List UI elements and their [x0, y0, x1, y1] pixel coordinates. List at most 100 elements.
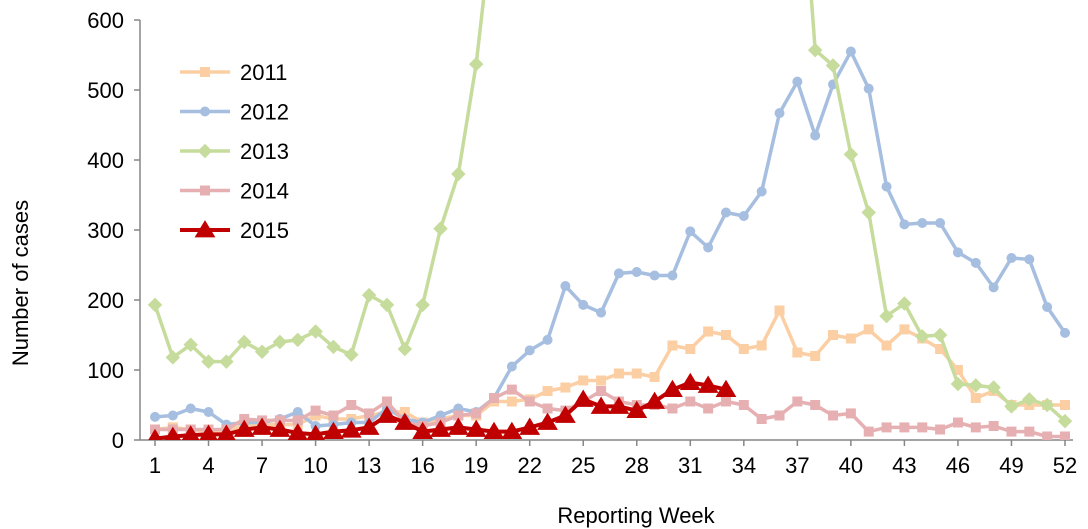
- data-point-2014: [828, 410, 839, 421]
- data-point-2013: [986, 380, 1001, 395]
- data-point-2014: [738, 400, 749, 410]
- data-point-2013: [915, 329, 930, 344]
- data-point-2014: [988, 421, 999, 431]
- data-point-2014: [346, 400, 357, 410]
- data-point-2012: [738, 211, 749, 221]
- data-point-2015: [537, 412, 558, 430]
- data-point-2015: [358, 417, 380, 435]
- data-point-2013: [236, 334, 252, 350]
- x-tick-label: 25: [571, 453, 595, 478]
- y-tick-label: 100: [87, 358, 124, 383]
- data-point-2015: [465, 419, 487, 437]
- data-point-2015: [287, 423, 308, 440]
- data-point-2012: [506, 361, 517, 372]
- data-point-2011: [1060, 400, 1070, 410]
- data-point-2015: [644, 391, 666, 409]
- data-point-2011: [542, 386, 553, 396]
- data-point-2015: [199, 424, 218, 440]
- data-point-2012: [1042, 302, 1053, 312]
- data-point-2012: [1060, 327, 1070, 338]
- data-point-2012: [167, 410, 178, 421]
- data-point-2014: [596, 386, 607, 396]
- data-point-2011: [649, 372, 660, 382]
- data-point-2012: [292, 407, 303, 417]
- x-tick-label: 49: [999, 453, 1023, 478]
- data-point-2015: [501, 421, 523, 440]
- data-point-2011: [667, 340, 678, 351]
- data-point-2014: [381, 396, 392, 407]
- data-point-2014: [1042, 431, 1053, 440]
- data-point-2012: [970, 257, 981, 268]
- data-point-2013: [1004, 399, 1019, 414]
- data-point-2011: [774, 305, 785, 316]
- data-point-2012: [792, 76, 803, 87]
- data-point-2013: [468, 56, 484, 72]
- data-point-2013: [879, 308, 894, 324]
- data-point-2011: [631, 368, 642, 379]
- data-point-2011: [506, 396, 517, 407]
- series-group: [147, 0, 1073, 440]
- y-tick-label: 300: [87, 218, 124, 243]
- x-tick-label: 22: [517, 453, 541, 478]
- data-point-2011: [935, 344, 946, 354]
- data-point-2012: [185, 403, 196, 414]
- data-point-2011: [685, 344, 696, 354]
- data-point-2013: [272, 334, 288, 350]
- data-point-2014: [667, 403, 678, 414]
- x-tick-label: 31: [678, 453, 702, 478]
- data-point-2013: [344, 347, 359, 362]
- data-point-2014: [810, 400, 821, 410]
- data-point-2011: [560, 382, 571, 393]
- data-point-2015: [519, 417, 541, 435]
- data-point-2012: [1024, 254, 1035, 265]
- data-point-2014: [1060, 431, 1070, 440]
- data-point-2014: [720, 396, 731, 407]
- legend-swatch-marker: [200, 106, 210, 117]
- data-point-2013: [361, 287, 377, 303]
- x-axis-title: Reporting Week: [557, 503, 715, 528]
- x-tick-label: 1: [149, 453, 161, 478]
- data-point-2011: [863, 324, 874, 335]
- data-point-2014: [703, 403, 714, 414]
- legend-label: 2015: [240, 218, 289, 243]
- data-point-2015: [626, 400, 648, 419]
- legend-item-2015: 2015: [180, 218, 289, 243]
- data-point-2015: [376, 405, 398, 423]
- data-point-2014: [685, 396, 696, 407]
- data-point-2011: [703, 326, 714, 337]
- data-point-2015: [590, 396, 612, 414]
- data-point-2012: [774, 108, 785, 119]
- data-point-2013: [290, 332, 305, 348]
- data-point-2013: [932, 327, 948, 343]
- data-point-2013: [1057, 413, 1073, 429]
- data-point-2013: [183, 337, 198, 353]
- data-point-2012: [1006, 253, 1017, 263]
- data-point-2012: [720, 207, 731, 218]
- data-point-2012: [988, 282, 999, 293]
- series-line-2014: [155, 387, 1065, 439]
- legend-swatch-marker: [200, 185, 210, 196]
- data-point-2013: [254, 344, 270, 360]
- data-point-2015: [412, 421, 434, 440]
- data-point-2011: [578, 375, 589, 386]
- data-point-2013: [1039, 397, 1055, 413]
- data-point-2011: [613, 368, 624, 379]
- series-2015: [148, 372, 737, 440]
- data-point-2012: [649, 270, 660, 281]
- data-point-2013: [326, 339, 341, 355]
- data-point-2011: [792, 347, 803, 358]
- data-point-2011: [720, 330, 731, 340]
- legend-swatch-marker: [197, 143, 213, 159]
- data-point-2012: [935, 218, 946, 228]
- x-tick-label: 16: [410, 453, 434, 478]
- data-point-2015: [483, 421, 505, 440]
- legend-label: 2012: [240, 100, 289, 125]
- data-point-2014: [881, 422, 892, 433]
- x-tick-label: 7: [256, 453, 268, 478]
- data-point-2015: [572, 389, 594, 407]
- data-point-2014: [899, 422, 910, 433]
- data-point-2013: [219, 354, 234, 369]
- y-axis-title: Number of cases: [8, 200, 33, 366]
- data-point-2015: [323, 421, 344, 440]
